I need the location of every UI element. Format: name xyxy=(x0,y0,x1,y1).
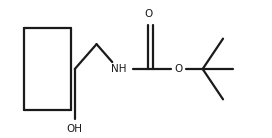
Text: OH: OH xyxy=(67,124,83,134)
Text: O: O xyxy=(144,9,152,19)
Text: O: O xyxy=(174,64,182,74)
Text: NH: NH xyxy=(111,64,126,74)
